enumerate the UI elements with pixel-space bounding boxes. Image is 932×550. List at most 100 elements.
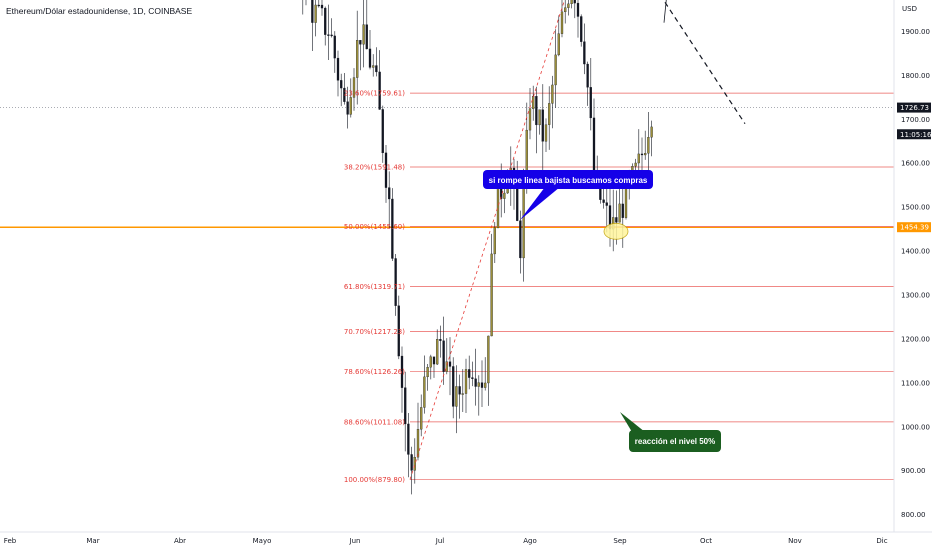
reaction-highlight[interactable]: [603, 222, 629, 240]
x-tick-label: Sep: [613, 537, 627, 545]
x-tick-label: Dic: [876, 537, 887, 545]
candle-body: [621, 203, 624, 218]
candle-body: [503, 192, 506, 199]
candle-body: [327, 34, 330, 36]
fib-label: 70.70%(1217.23): [344, 328, 405, 336]
candle-body: [487, 335, 490, 384]
candle-body: [557, 33, 560, 56]
candle-body: [474, 378, 477, 387]
candle-body: [522, 186, 525, 259]
candle-body: [573, 0, 576, 4]
candle-body: [618, 203, 621, 223]
candle-body: [544, 124, 548, 142]
candle-body: [580, 16, 583, 42]
candle-body: [400, 355, 404, 388]
candle-body: [541, 109, 544, 142]
candle-body: [381, 109, 384, 154]
horizontal-lines[interactable]: [0, 0, 894, 480]
candle-body: [551, 84, 554, 104]
callouts[interactable]: TPsi rompe linea bajista buscamos compra…: [483, 0, 756, 452]
y-tick-label: 1500.00: [901, 204, 930, 212]
price-tag[interactable]: [897, 222, 931, 233]
candle-body: [445, 361, 448, 372]
candle-body: [564, 7, 567, 13]
candle-body: [615, 217, 618, 223]
fib-swing-line[interactable]: [409, 0, 573, 480]
callout-bottom-pointer: [620, 412, 645, 432]
candle-body: [432, 356, 436, 365]
candle-body: [548, 103, 551, 125]
y-tick-label: 900.00: [901, 467, 926, 475]
candle-body: [554, 54, 557, 86]
candle-body: [368, 48, 372, 68]
candle-body: [640, 153, 644, 156]
price-axis-panel[interactable]: [894, 0, 932, 550]
downtrend-line[interactable]: [140, 0, 746, 125]
candle-body: [468, 369, 471, 378]
callout-top-box[interactable]: [483, 170, 653, 189]
candle-body: [410, 454, 413, 471]
candle-body: [442, 340, 445, 372]
y-tick-label: 1000.00: [901, 423, 930, 431]
candle-body: [343, 87, 346, 102]
candle-body: [384, 152, 388, 188]
candle-body: [605, 202, 608, 206]
candle-body: [416, 429, 420, 458]
candle-body: [461, 393, 464, 395]
candle-body: [477, 382, 480, 387]
callout-bottom-box[interactable]: [629, 430, 721, 452]
candle-body: [391, 198, 394, 259]
candle-body: [336, 57, 340, 81]
fib-label: 61.80%(1319.71): [344, 283, 405, 291]
candle-body: [644, 153, 647, 156]
candle-body: [429, 356, 432, 368]
x-tick-label: Nov: [788, 537, 802, 545]
candle-body: [519, 220, 522, 259]
candle-body: [586, 63, 589, 88]
candle-body: [448, 361, 452, 367]
candle-body: [439, 339, 442, 341]
candle-body: [484, 382, 487, 388]
candles: [302, 0, 653, 495]
candle-body: [420, 407, 423, 430]
x-tick-label: Oct: [700, 537, 712, 545]
candle-body: [567, 3, 570, 8]
candle-body: [583, 41, 586, 65]
x-tick-label: Ago: [523, 537, 537, 545]
y-tick-label: 1400.00: [901, 248, 930, 256]
y-tick-label: 800.00: [901, 511, 926, 519]
y-tick-label: 1600.00: [901, 160, 930, 168]
candle-body: [650, 126, 653, 138]
candle-body: [388, 187, 391, 200]
candle-body: [311, 0, 314, 23]
candle-body: [458, 386, 461, 395]
y-tick-label: 1800.00: [901, 72, 930, 80]
candle-body: [324, 7, 327, 35]
callout-top-text: si rompe linea bajista buscamos compras: [489, 176, 648, 185]
candle-body: [359, 40, 362, 45]
candle-body: [589, 87, 592, 119]
candle-body: [362, 24, 365, 45]
chart-title: Ethereum/Dólar estadounidense, 1D, COINB…: [6, 6, 193, 16]
axis-unit-label: USD: [902, 5, 917, 13]
candle-body: [317, 4, 320, 7]
candle-body: [634, 162, 637, 167]
candle-body: [333, 35, 336, 59]
fib-labels: -27.20%(2344.62)0.00%(2031.39)23.60%(175…: [344, 90, 405, 484]
candle-body: [480, 382, 484, 388]
candle-body: [535, 96, 538, 126]
drawings[interactable]: [140, 0, 752, 480]
candle-body: [352, 77, 356, 98]
price-tag[interactable]: [897, 102, 931, 113]
candle-body: [471, 377, 474, 379]
price-tag[interactable]: [897, 129, 931, 140]
candle-body: [436, 339, 439, 365]
x-tick-label: Feb: [4, 537, 17, 545]
price-tag-label: 1726.73: [900, 104, 929, 112]
fib-label: 78.60%(1126.26): [344, 368, 405, 376]
callout-top-pointer: [520, 187, 560, 220]
candle-body: [637, 153, 640, 164]
candle-body: [375, 65, 378, 73]
